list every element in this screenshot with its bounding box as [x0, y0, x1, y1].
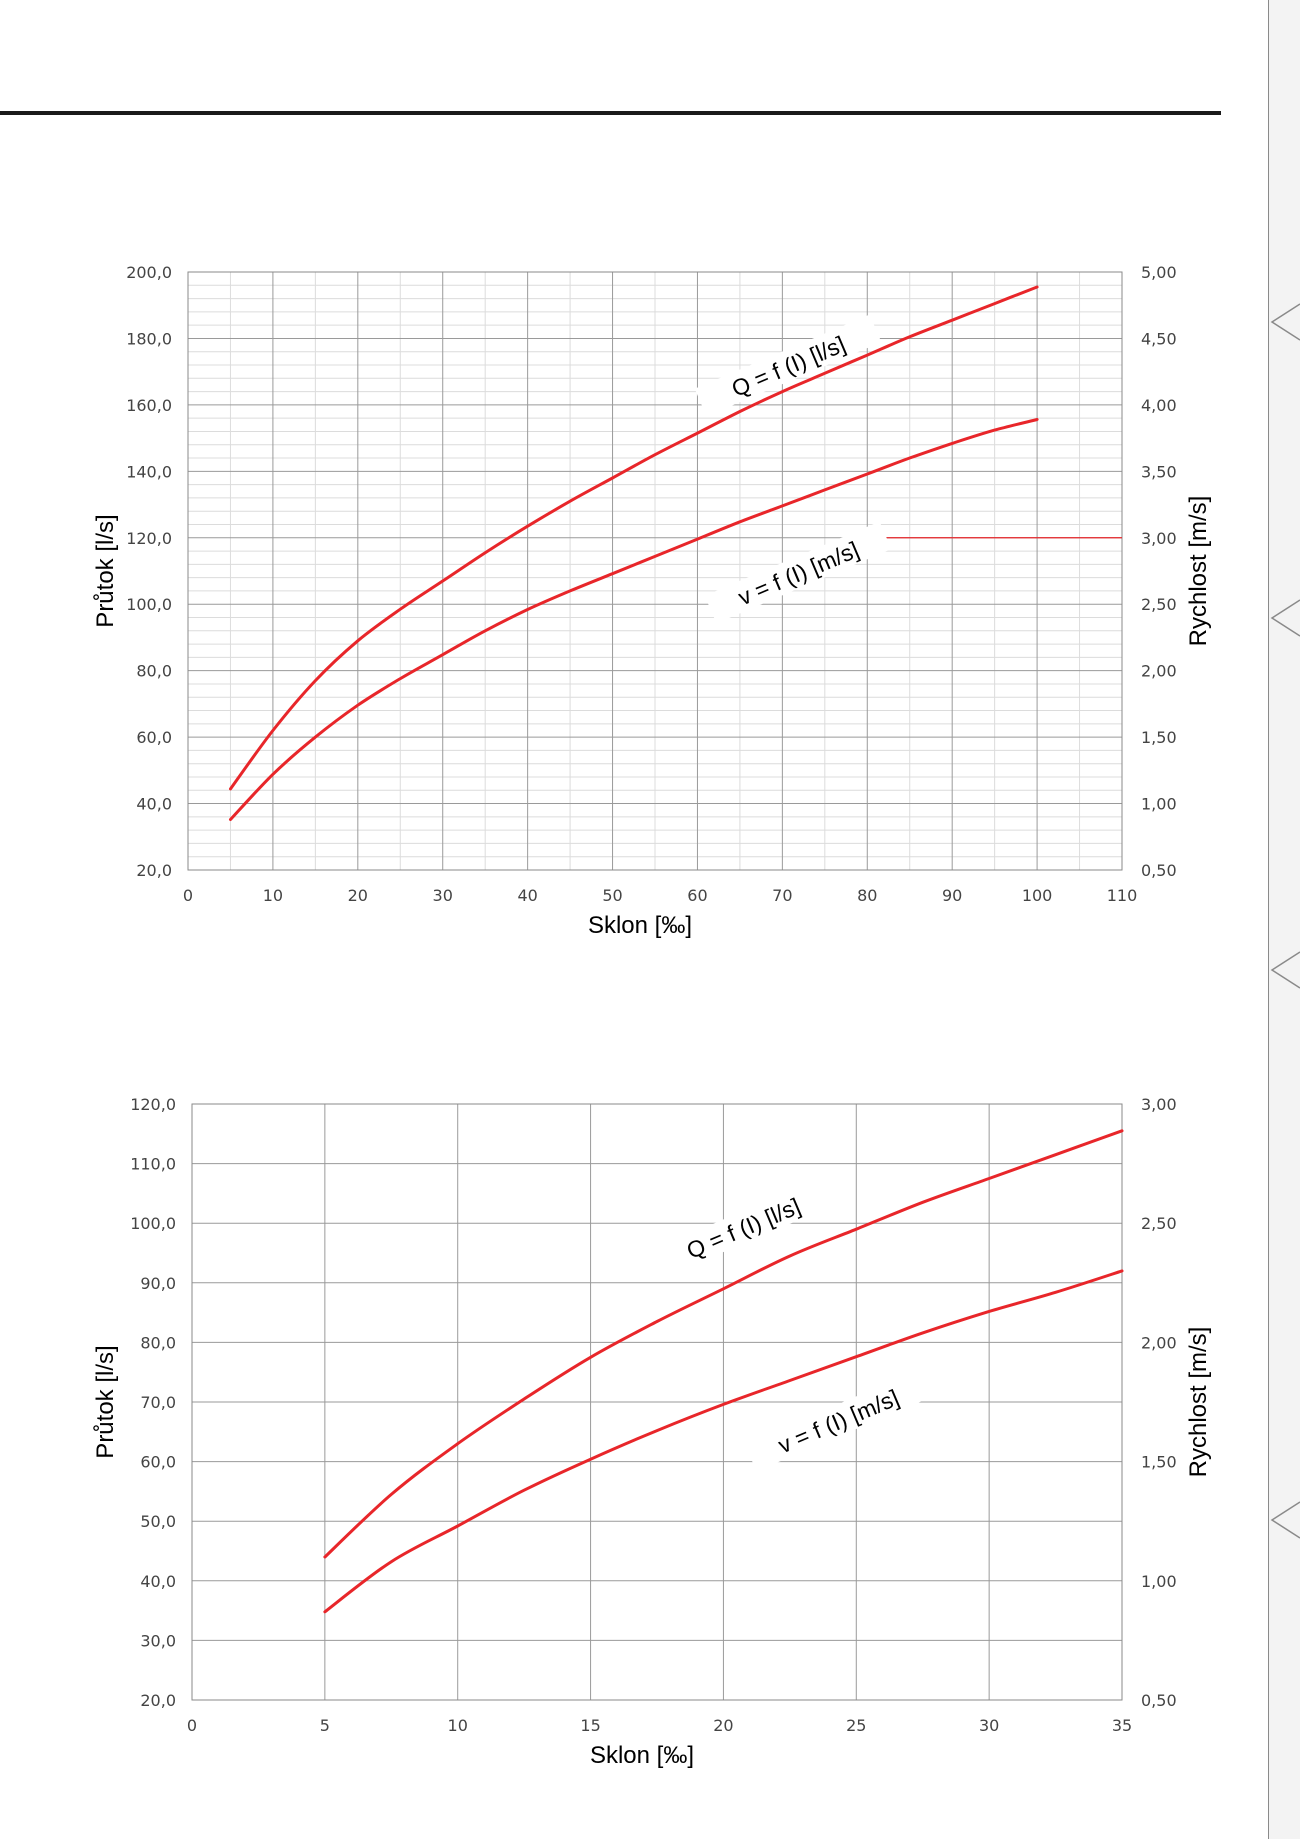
- series-label: Q = f (I) [l/s]: [683, 1193, 804, 1264]
- x-tick-label: 40: [517, 886, 537, 905]
- y-axis-title: Průtok [l/s]: [92, 514, 119, 627]
- x-tick-label: 30: [979, 1716, 999, 1735]
- x-tick-label: 60: [687, 886, 707, 905]
- edge-notch: [1270, 303, 1300, 341]
- y2-axis-title: Rychlost [m/s]: [1185, 496, 1212, 647]
- y-tick-label: 20,0: [136, 861, 172, 880]
- x-tick-label: 10: [263, 886, 283, 905]
- series-label-group: Q = f (I) [l/s]: [649, 1176, 837, 1279]
- y-tick-label: 30,0: [140, 1631, 176, 1650]
- y2-tick-label: 2,50: [1141, 1214, 1177, 1233]
- series-label-background: [744, 1369, 932, 1472]
- y-tick-label: 60,0: [136, 728, 172, 747]
- y2-tick-label: 3,00: [1141, 1095, 1177, 1114]
- y-tick-label: 90,0: [140, 1274, 176, 1293]
- x-tick-label: 0: [187, 1716, 197, 1735]
- x-tick-label: 15: [580, 1716, 600, 1735]
- x-tick-label: 100: [1022, 886, 1053, 905]
- series-label-background: [694, 314, 882, 417]
- series-label-background: [704, 521, 892, 624]
- plot-area: [187, 271, 1123, 871]
- y2-tick-label: 3,00: [1141, 529, 1177, 548]
- series-label-group: v = f (I) [m/s]: [744, 1369, 932, 1472]
- series-line-1: [229, 418, 1039, 821]
- x-tick-label: 20: [348, 886, 368, 905]
- y2-tick-label: 0,50: [1141, 1691, 1177, 1710]
- y2-tick-label: 0,50: [1141, 861, 1177, 880]
- right-edge-strip: [1268, 0, 1300, 1839]
- x-axis-title: Sklon [‰]: [590, 1742, 694, 1769]
- top-rule: [0, 111, 1221, 115]
- y-tick-label: 100,0: [130, 1214, 176, 1233]
- y-tick-label: 70,0: [140, 1393, 176, 1412]
- x-tick-label: 70: [772, 886, 792, 905]
- x-tick-label: 80: [857, 886, 877, 905]
- y-tick-label: 140,0: [126, 462, 172, 481]
- edge-notch: [1270, 1501, 1300, 1539]
- y-tick-label: 120,0: [126, 529, 172, 548]
- x-tick-label: 25: [846, 1716, 866, 1735]
- x-tick-label: 110: [1107, 886, 1138, 905]
- x-tick-label: 90: [942, 886, 962, 905]
- edge-notch: [1270, 951, 1300, 989]
- y-tick-label: 110,0: [130, 1155, 176, 1174]
- y-tick-label: 80,0: [136, 662, 172, 681]
- plot-area: [191, 1103, 1123, 1701]
- y-tick-label: 40,0: [136, 795, 172, 814]
- y2-tick-label: 1,50: [1141, 728, 1177, 747]
- x-tick-label: 5: [320, 1716, 330, 1735]
- y2-tick-label: 1,00: [1141, 795, 1177, 814]
- y-tick-label: 60,0: [140, 1453, 176, 1472]
- y-tick-label: 40,0: [140, 1572, 176, 1591]
- y-tick-label: 100,0: [126, 595, 172, 614]
- y-tick-label: 50,0: [140, 1512, 176, 1531]
- x-tick-label: 20: [713, 1716, 733, 1735]
- x-tick-label: 10: [448, 1716, 468, 1735]
- flow-velocity-chart-1: 20,0 40,0 60,0 80,0 100,0 120,0 140,0 160,0 180,…: [92, 263, 1212, 939]
- y2-tick-label: 2,00: [1141, 1333, 1177, 1352]
- series-label-background: [649, 1176, 837, 1279]
- y2-tick-label: 4,50: [1141, 329, 1177, 348]
- x-tick-label: 35: [1112, 1716, 1132, 1735]
- y2-axis-title: Rychlost [m/s]: [1185, 1327, 1212, 1478]
- x-tick-label: 50: [602, 886, 622, 905]
- y2-tick-label: 1,00: [1141, 1572, 1177, 1591]
- y2-tick-label: 1,50: [1141, 1453, 1177, 1472]
- edge-notch: [1270, 599, 1300, 637]
- y-tick-label: 120,0: [130, 1095, 176, 1114]
- y2-tick-label: 2,00: [1141, 662, 1177, 681]
- y-tick-label: 160,0: [126, 396, 172, 415]
- x-axis-title: Sklon [‰]: [588, 912, 692, 939]
- y-tick-label: 80,0: [140, 1333, 176, 1352]
- y-axis-title: Průtok [l/s]: [92, 1345, 119, 1458]
- x-tick-label: 0: [183, 886, 193, 905]
- y2-tick-label: 2,50: [1141, 595, 1177, 614]
- y2-tick-label: 5,00: [1141, 263, 1177, 282]
- series-label: v = f (I) [m/s]: [774, 1384, 902, 1458]
- y-tick-label: 180,0: [126, 329, 172, 348]
- x-tick-label: 30: [433, 886, 453, 905]
- y2-tick-label: 3,50: [1141, 462, 1177, 481]
- y-tick-label: 20,0: [140, 1691, 176, 1710]
- y-tick-label: 200,0: [126, 263, 172, 282]
- y2-tick-label: 4,00: [1141, 396, 1177, 415]
